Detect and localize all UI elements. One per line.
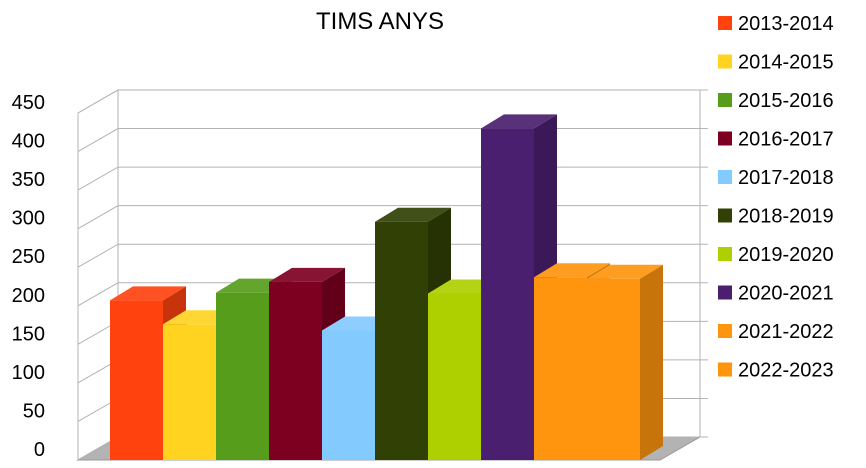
bar-front <box>110 300 163 460</box>
y-tick-label: 450 <box>12 92 45 114</box>
legend-label: 2015-2016 <box>738 90 834 112</box>
legend-item: 2013-2014 <box>718 13 834 35</box>
legend-swatch <box>718 285 732 300</box>
legend-item: 2015-2016 <box>718 90 834 112</box>
y-tick-label: 300 <box>12 208 45 230</box>
y-tick-label: 50 <box>23 400 45 422</box>
legend-label: 2013-2014 <box>738 13 834 35</box>
y-tick-label: 200 <box>12 285 45 307</box>
y-tick-label: 400 <box>12 131 45 153</box>
bar-front <box>428 293 481 460</box>
bar-top <box>587 264 663 279</box>
bar-side <box>640 264 663 460</box>
bar <box>587 264 663 460</box>
y-tick-label: 0 <box>34 439 45 461</box>
legend-label: 2022-2023 <box>738 360 834 382</box>
legend-item: 2018-2019 <box>718 206 834 228</box>
legend: 2013-2014 2014-2015 2015-2016 2016-2017 2017… <box>718 13 834 382</box>
legend-swatch <box>718 131 732 146</box>
legend-item: 2020-2021 <box>718 283 834 305</box>
legend-item: 2017-2018 <box>718 167 834 189</box>
bar-top <box>375 207 451 222</box>
legend-label: 2019-2020 <box>738 244 834 266</box>
y-tick-label: 250 <box>12 246 45 268</box>
bar-front <box>534 277 587 460</box>
bar-top <box>534 263 610 278</box>
legend-swatch <box>718 16 732 30</box>
bar <box>481 114 557 460</box>
legend-item: 2014-2015 <box>718 52 834 74</box>
y-tick-label: 150 <box>12 323 45 345</box>
y-tick-label: 350 <box>12 169 45 191</box>
legend-swatch <box>718 208 732 223</box>
legend-swatch <box>718 54 732 69</box>
y-tick-label: 100 <box>12 362 45 384</box>
legend-label: 2018-2019 <box>738 206 834 228</box>
legend-swatch <box>718 324 732 338</box>
gridline <box>77 89 700 114</box>
legend-item: 2021-2022 <box>718 321 834 343</box>
bar-front <box>163 324 216 460</box>
legend-label: 2017-2018 <box>738 167 834 189</box>
legend-label: 2021-2022 <box>738 321 834 343</box>
legend-swatch <box>718 170 732 184</box>
bar-top <box>110 286 186 301</box>
bar-front <box>216 292 269 460</box>
legend-item: 2019-2020 <box>718 244 834 266</box>
bar <box>269 267 345 460</box>
legend-swatch <box>718 247 732 261</box>
legend-swatch <box>718 93 732 107</box>
bar-front <box>269 281 322 460</box>
bar-front <box>481 128 534 460</box>
bar <box>375 207 451 460</box>
legend-item: 2022-2023 <box>718 360 834 382</box>
bar-top <box>269 267 345 282</box>
chart-title: TIMS ANYS <box>316 8 444 35</box>
legend-label: 2014-2015 <box>738 52 834 74</box>
legend-label: 2016-2017 <box>738 129 834 151</box>
bar-top <box>481 114 557 129</box>
legend-swatch <box>718 362 732 377</box>
bar-front <box>375 221 428 460</box>
y-axis: 0 50 100 150 200 250 300 350 400 450 <box>12 92 45 461</box>
legend-item: 2016-2017 <box>718 129 834 151</box>
legend-label: 2020-2021 <box>738 283 834 305</box>
bar-front <box>322 330 375 460</box>
bars <box>110 114 663 460</box>
bar-front <box>587 278 640 460</box>
